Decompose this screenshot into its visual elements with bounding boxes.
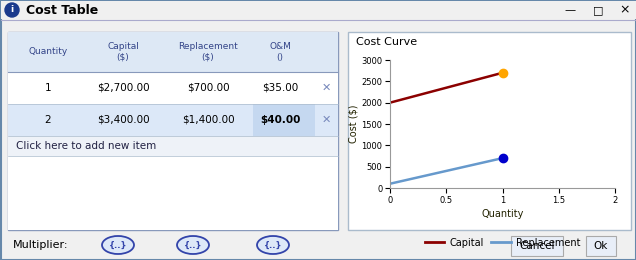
Text: {..}: {..} — [184, 240, 202, 250]
Circle shape — [5, 3, 19, 17]
Text: Ok: Ok — [594, 241, 608, 251]
Text: i: i — [10, 5, 13, 15]
FancyBboxPatch shape — [511, 236, 563, 256]
Text: $700.00: $700.00 — [187, 83, 230, 93]
FancyBboxPatch shape — [1, 1, 635, 19]
FancyBboxPatch shape — [8, 136, 338, 156]
FancyBboxPatch shape — [8, 32, 338, 230]
FancyBboxPatch shape — [8, 32, 338, 72]
Text: —: — — [564, 5, 576, 15]
Text: 1: 1 — [45, 83, 52, 93]
Ellipse shape — [102, 236, 134, 254]
Y-axis label: Cost ($): Cost ($) — [349, 105, 359, 143]
Ellipse shape — [257, 236, 289, 254]
Text: ✕: ✕ — [321, 115, 331, 125]
Text: Multiplier:: Multiplier: — [13, 240, 69, 250]
FancyBboxPatch shape — [8, 156, 338, 230]
Text: Capital
($): Capital ($) — [107, 42, 139, 62]
Ellipse shape — [177, 236, 209, 254]
FancyBboxPatch shape — [8, 104, 338, 136]
Text: O&M
(): O&M () — [269, 42, 291, 62]
Text: $1,400.00: $1,400.00 — [182, 115, 234, 125]
Text: $2,700.00: $2,700.00 — [97, 83, 149, 93]
Text: 2: 2 — [45, 115, 52, 125]
Text: ×: × — [619, 3, 630, 16]
Text: Quantity: Quantity — [29, 48, 67, 56]
Text: □: □ — [593, 5, 604, 15]
Text: Replacement
($): Replacement ($) — [178, 42, 238, 62]
FancyBboxPatch shape — [253, 104, 315, 136]
Text: {..}: {..} — [109, 240, 127, 250]
Legend: Capital, Replacement: Capital, Replacement — [421, 234, 584, 252]
Text: Cancel: Cancel — [519, 241, 555, 251]
Text: $3,400.00: $3,400.00 — [97, 115, 149, 125]
Text: {..}: {..} — [264, 240, 282, 250]
X-axis label: Quantity: Quantity — [481, 209, 523, 219]
Text: Cost Table: Cost Table — [26, 3, 98, 16]
Text: Click here to add new item: Click here to add new item — [16, 141, 156, 151]
FancyBboxPatch shape — [8, 72, 338, 104]
Text: $35.00: $35.00 — [262, 83, 298, 93]
Text: ✕: ✕ — [321, 83, 331, 93]
FancyBboxPatch shape — [586, 236, 616, 256]
FancyBboxPatch shape — [348, 32, 631, 230]
Text: Cost Curve: Cost Curve — [356, 37, 417, 47]
Text: $40.00: $40.00 — [260, 115, 300, 125]
